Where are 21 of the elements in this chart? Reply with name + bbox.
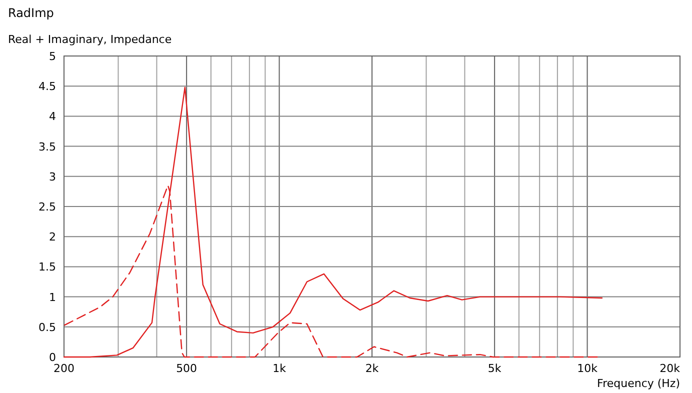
y-tick-label: 0.5 — [38, 320, 56, 334]
x-tick-label: 500 — [176, 362, 198, 375]
x-tick-label: 20k — [660, 362, 681, 375]
y-tick-label: 4 — [49, 110, 56, 124]
y-tick-label: 1.5 — [38, 260, 56, 274]
y-tick-label: 0 — [49, 351, 56, 364]
chart-subtitle: Real + Imaginary, Impedance — [8, 33, 172, 46]
x-tick-label: 1k — [272, 362, 287, 375]
y-tick-label: 2 — [49, 230, 56, 244]
chart-title: RadImp — [8, 6, 54, 20]
y-tick-label: 1 — [49, 290, 56, 304]
x-axis-title: Frequency (Hz) — [597, 377, 680, 390]
x-tick-label: 200 — [54, 362, 74, 375]
y-tick-label: 3.5 — [38, 140, 56, 154]
y-tick-label: 5 — [49, 50, 56, 63]
x-tick-label: 10k — [577, 362, 598, 375]
y-tick-label: 2.5 — [38, 200, 56, 214]
x-tick-label: 2k — [365, 362, 380, 375]
y-tick-label: 3 — [49, 170, 56, 184]
y-tick-label: 4.5 — [38, 80, 56, 94]
x-tick-label: 5k — [488, 362, 502, 375]
